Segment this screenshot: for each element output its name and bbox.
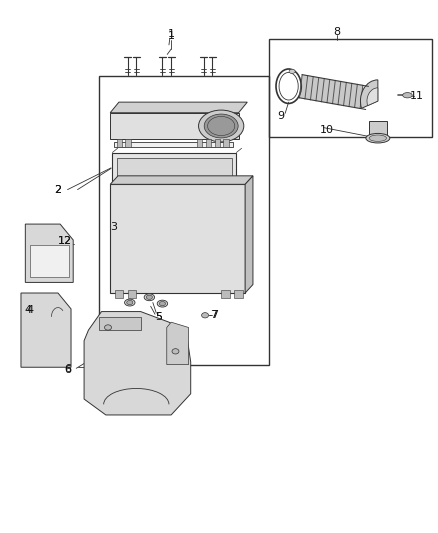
Bar (114, 142, 233, 147)
Ellipse shape (403, 93, 412, 98)
Wedge shape (360, 80, 378, 108)
Bar (115, 290, 123, 298)
Text: 6: 6 (64, 364, 71, 374)
Polygon shape (316, 78, 324, 102)
Ellipse shape (144, 294, 155, 301)
Polygon shape (84, 312, 191, 415)
Text: 10: 10 (320, 125, 334, 135)
Ellipse shape (204, 114, 238, 138)
Text: 3: 3 (110, 222, 117, 232)
Polygon shape (21, 293, 71, 367)
Ellipse shape (105, 325, 112, 330)
Bar (127, 290, 136, 298)
Text: 1: 1 (168, 29, 175, 39)
Text: 12: 12 (57, 236, 71, 246)
Text: 5: 5 (155, 312, 162, 322)
Text: 1: 1 (168, 31, 175, 41)
Bar (117, 158, 232, 176)
Text: 12: 12 (57, 236, 71, 246)
Ellipse shape (124, 299, 135, 306)
Polygon shape (349, 84, 357, 108)
Text: 5: 5 (155, 312, 162, 322)
Bar (117, 139, 122, 147)
Text: 11: 11 (410, 91, 424, 101)
Polygon shape (167, 322, 188, 365)
Text: 6: 6 (64, 365, 71, 375)
Bar (223, 139, 229, 147)
Text: 4: 4 (25, 305, 32, 315)
Text: 4: 4 (26, 305, 33, 315)
Polygon shape (332, 80, 341, 104)
Ellipse shape (289, 69, 295, 74)
Ellipse shape (157, 300, 168, 307)
Ellipse shape (159, 302, 166, 306)
Ellipse shape (201, 313, 208, 318)
Ellipse shape (369, 135, 387, 141)
Polygon shape (369, 121, 387, 138)
Polygon shape (305, 76, 313, 100)
Polygon shape (245, 176, 253, 293)
Bar (234, 290, 243, 298)
Ellipse shape (172, 349, 179, 354)
Polygon shape (110, 102, 247, 113)
Text: 7: 7 (211, 310, 218, 320)
Polygon shape (311, 77, 319, 101)
Polygon shape (110, 176, 253, 184)
Bar (215, 139, 220, 147)
Text: 8: 8 (333, 27, 340, 37)
Text: 2: 2 (54, 184, 61, 195)
Bar (99, 76, 269, 365)
Ellipse shape (198, 110, 244, 142)
Text: 9: 9 (278, 111, 285, 122)
Polygon shape (343, 83, 352, 107)
Polygon shape (355, 84, 363, 108)
Text: 2: 2 (54, 184, 61, 195)
Bar (113, 152, 237, 182)
Polygon shape (25, 224, 73, 282)
Polygon shape (99, 317, 141, 330)
Bar (197, 139, 202, 147)
Bar (206, 139, 211, 147)
Polygon shape (300, 75, 308, 99)
Polygon shape (30, 245, 69, 277)
Bar (125, 139, 131, 147)
Ellipse shape (366, 133, 390, 143)
Polygon shape (321, 78, 330, 103)
Polygon shape (110, 113, 239, 139)
Ellipse shape (127, 301, 133, 305)
Text: 3: 3 (110, 222, 117, 232)
Polygon shape (338, 82, 346, 106)
Bar (269, 38, 432, 136)
Text: 7: 7 (210, 310, 217, 320)
Wedge shape (367, 88, 378, 106)
Bar (221, 290, 230, 298)
Bar (110, 184, 245, 293)
Polygon shape (327, 79, 335, 103)
Ellipse shape (146, 295, 152, 300)
